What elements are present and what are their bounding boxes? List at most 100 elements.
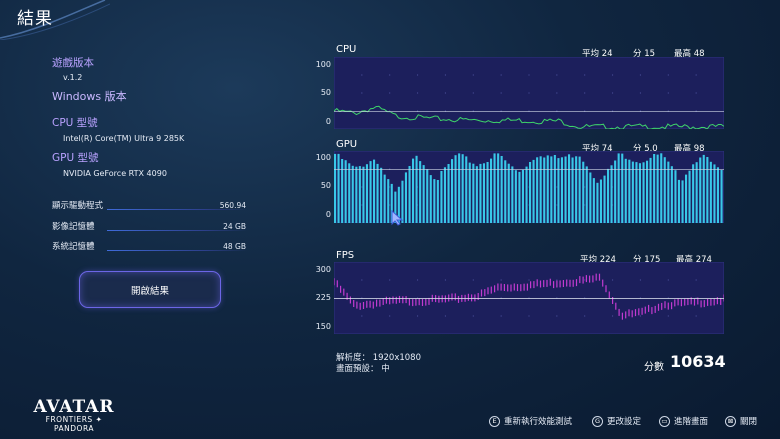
cpu-model-label: CPU 型號 xyxy=(52,117,98,129)
grid-dot xyxy=(444,74,447,76)
gpu-bar xyxy=(355,166,358,223)
gpu-bar xyxy=(341,159,344,223)
gpu-bar xyxy=(596,182,599,223)
grid-dot xyxy=(389,168,391,170)
g-key-icon: G xyxy=(592,415,603,427)
gpu-bar xyxy=(532,159,535,223)
header-swoosh-decoration xyxy=(0,0,110,40)
gpu-bar xyxy=(465,156,468,223)
gpu-bar xyxy=(635,162,638,223)
gpu-bar xyxy=(383,174,386,223)
gpu-bar xyxy=(610,165,613,223)
grid-dot xyxy=(528,315,530,317)
change-settings-button[interactable]: G 更改設定 xyxy=(592,415,641,427)
cpu-series-line xyxy=(334,105,724,129)
grid-dot xyxy=(361,168,363,170)
gpu-bar xyxy=(511,166,514,223)
game-version-value: v.1.2 xyxy=(63,73,83,82)
advanced-view-button[interactable]: ▭ 進階畫面 xyxy=(659,415,708,427)
grid-dot xyxy=(695,315,697,317)
gpu-bar xyxy=(646,160,649,223)
gpu-bar xyxy=(404,172,407,223)
driver-version-row: 顯示驅動程式 560.94 xyxy=(52,199,247,211)
cpu-ytick: 100 xyxy=(315,60,331,69)
grid-dot xyxy=(667,74,669,76)
gpu-bar xyxy=(419,161,422,223)
gpu-max: 最高 98 xyxy=(674,144,705,154)
windows-version-label: Windows 版本 xyxy=(52,90,127,103)
gpu-bar xyxy=(557,158,560,223)
cpu-chart-title: CPU xyxy=(336,44,357,55)
gpu-bar xyxy=(564,156,567,223)
grid-dot xyxy=(611,110,614,112)
gpu-avg: 平均 74 xyxy=(582,144,613,154)
grid-dot xyxy=(667,315,669,317)
grid-dot xyxy=(667,110,669,112)
gpu-bar xyxy=(507,163,510,223)
gpu-bar xyxy=(436,180,439,223)
gpu-bar xyxy=(578,156,581,223)
grid-dot xyxy=(556,204,558,206)
driver-value: 560.94 xyxy=(219,201,246,210)
e-key-icon: E xyxy=(489,415,500,427)
gpu-bar xyxy=(454,155,457,223)
grid-dot xyxy=(444,279,447,281)
grid-dot xyxy=(611,92,614,94)
gpu-bar xyxy=(443,167,446,223)
grid-dot xyxy=(639,92,642,94)
grid-dot xyxy=(584,279,586,281)
cpu-max: 最高 48 xyxy=(674,49,705,59)
grid-dot xyxy=(695,92,697,94)
fps-ytick: 300 xyxy=(315,265,331,274)
gpu-bar xyxy=(373,159,376,223)
gpu-bar xyxy=(550,156,553,223)
gpu-bar xyxy=(451,159,454,223)
grid-dot xyxy=(556,74,558,76)
gpu-bar xyxy=(500,156,503,223)
grid-dot xyxy=(416,279,419,281)
grid-dot xyxy=(584,204,586,206)
grid-dot xyxy=(444,315,447,317)
video-memory-label: 影像記憶體 xyxy=(52,222,95,232)
grid-dot xyxy=(556,168,558,170)
rerun-benchmark-button[interactable]: E 重新執行效能測試 xyxy=(489,415,572,427)
close-button[interactable]: ⊠ 關閉 xyxy=(725,415,757,427)
gpu-bar xyxy=(628,159,631,223)
grid-dot xyxy=(389,204,391,206)
grid-dot xyxy=(695,279,697,281)
gpu-bar xyxy=(486,162,489,223)
grid-dot xyxy=(528,74,530,76)
gpu-bar xyxy=(624,158,627,223)
system-memory-value: 48 GB xyxy=(223,242,246,251)
gpu-bar xyxy=(365,164,368,223)
gpu-model-value: NVIDIA GeForce RTX 4090 xyxy=(63,169,167,178)
page-title: 結果 xyxy=(17,9,53,29)
grid-dot xyxy=(528,110,530,112)
gpu-bar xyxy=(415,155,418,223)
grid-dot xyxy=(584,110,586,112)
fps-avg: 平均 224 xyxy=(580,255,616,265)
logo-title: AVATAR xyxy=(33,397,115,417)
grid-dot xyxy=(528,279,530,281)
score-label: 分數 xyxy=(644,362,664,373)
row-bar xyxy=(107,230,247,231)
gpu-bar xyxy=(337,153,340,223)
gpu-bar xyxy=(692,164,695,223)
row-bar xyxy=(107,209,247,210)
gpu-bar xyxy=(497,153,500,223)
fps-ytick: 150 xyxy=(315,322,331,331)
grid-dot xyxy=(639,74,642,76)
gpu-bar xyxy=(699,157,702,223)
gpu-bar xyxy=(334,153,337,223)
grid-dot xyxy=(472,74,474,76)
gpu-bar xyxy=(394,191,397,223)
gpu-bar xyxy=(617,153,620,223)
advanced-view-label: 進階畫面 xyxy=(674,417,709,427)
grid-dot xyxy=(695,74,697,76)
open-results-button[interactable]: 開啟結果 xyxy=(79,271,221,308)
gpu-bar xyxy=(401,180,404,223)
grid-dot xyxy=(611,279,614,281)
grid-dot xyxy=(695,110,697,112)
grid-dot xyxy=(500,74,502,76)
close-key-icon: ⊠ xyxy=(725,415,736,427)
